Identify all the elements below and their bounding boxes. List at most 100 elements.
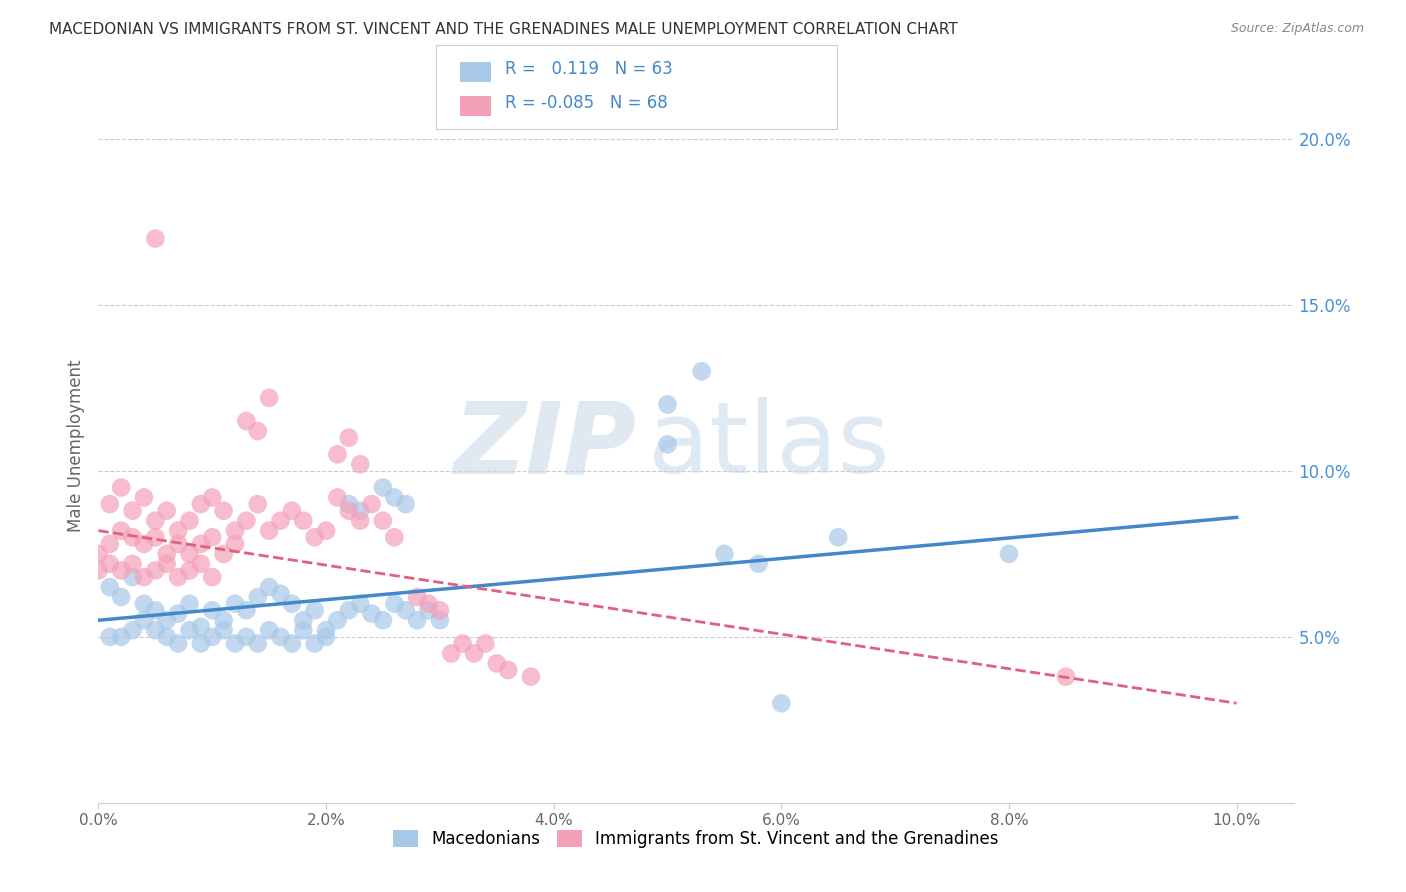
Point (167, 524, 190, 538)
Text: Source: ZipAtlas.com: Source: ZipAtlas.com (1230, 22, 1364, 36)
Point (406, 590, 429, 604)
Point (167, 570, 190, 584)
Point (485, 657, 508, 671)
Point (121, 530, 143, 544)
Point (349, 514, 371, 528)
Point (371, 514, 394, 528)
Point (406, 613, 429, 627)
Point (201, 530, 224, 544)
Point (371, 481, 394, 495)
Point (382, 491, 405, 505)
Point (179, 624, 201, 638)
Point (98, 537, 121, 551)
Point (156, 630, 179, 644)
Point (235, 414, 257, 428)
Point (257, 391, 280, 405)
Point (281, 636, 304, 650)
Point (224, 636, 246, 650)
Point (337, 504, 360, 518)
Point (257, 580, 280, 594)
Point (190, 537, 212, 551)
Point (496, 663, 519, 677)
Point (257, 624, 280, 638)
Point (235, 514, 257, 528)
Point (167, 537, 190, 551)
Text: ZIP: ZIP (453, 398, 637, 494)
Point (998, 547, 1021, 561)
Point (270, 630, 292, 644)
Point (224, 537, 246, 551)
Point (315, 630, 337, 644)
Point (349, 457, 371, 471)
Point (156, 613, 179, 627)
Point (190, 620, 212, 634)
Point (337, 497, 360, 511)
Point (87, 564, 110, 578)
Point (132, 491, 155, 505)
Point (257, 524, 280, 538)
Y-axis label: Male Unemployment: Male Unemployment (66, 359, 84, 533)
Point (337, 431, 360, 445)
Point (132, 570, 155, 584)
Point (451, 636, 474, 650)
Point (98, 580, 121, 594)
Point (270, 587, 292, 601)
Point (395, 497, 418, 511)
Point (246, 636, 269, 650)
Text: R = -0.085   N = 68: R = -0.085 N = 68 (505, 94, 668, 112)
Point (371, 613, 394, 627)
Point (713, 547, 735, 561)
Point (212, 624, 235, 638)
Point (201, 570, 224, 584)
Point (315, 624, 337, 638)
Point (110, 564, 132, 578)
Point (201, 491, 224, 505)
Point (143, 514, 166, 528)
Point (156, 547, 179, 561)
Point (349, 504, 371, 518)
Point (827, 530, 849, 544)
Point (304, 603, 326, 617)
Point (304, 636, 326, 650)
Point (474, 636, 496, 650)
Point (212, 504, 235, 518)
Point (98, 497, 121, 511)
Point (121, 557, 143, 571)
Point (179, 547, 201, 561)
Point (201, 630, 224, 644)
Point (132, 597, 155, 611)
Point (132, 537, 155, 551)
Point (143, 564, 166, 578)
Point (110, 630, 132, 644)
Point (190, 557, 212, 571)
Point (657, 397, 679, 411)
Point (520, 670, 543, 684)
Point (179, 597, 201, 611)
Legend: Macedonians, Immigrants from St. Vincent and the Grenadines: Macedonians, Immigrants from St. Vincent… (394, 830, 998, 848)
Point (326, 447, 349, 461)
Point (201, 603, 224, 617)
Point (224, 524, 246, 538)
Point (304, 530, 326, 544)
Point (110, 524, 132, 538)
Point (326, 613, 349, 627)
Point (132, 613, 155, 627)
Text: R =   0.119   N = 63: R = 0.119 N = 63 (505, 60, 672, 78)
Point (270, 514, 292, 528)
Point (179, 564, 201, 578)
Point (360, 497, 382, 511)
Point (463, 647, 485, 661)
Point (418, 597, 440, 611)
Point (246, 590, 269, 604)
Point (121, 624, 143, 638)
Point (110, 481, 132, 495)
Point (440, 647, 463, 661)
Point (326, 491, 349, 505)
Point (167, 607, 190, 621)
Text: MACEDONIAN VS IMMIGRANTS FROM ST. VINCENT AND THE GRENADINES MALE UNEMPLOYMENT C: MACEDONIAN VS IMMIGRANTS FROM ST. VINCEN… (49, 22, 957, 37)
Point (212, 613, 235, 627)
Point (246, 424, 269, 438)
Point (190, 636, 212, 650)
Point (395, 603, 418, 617)
Point (98, 557, 121, 571)
